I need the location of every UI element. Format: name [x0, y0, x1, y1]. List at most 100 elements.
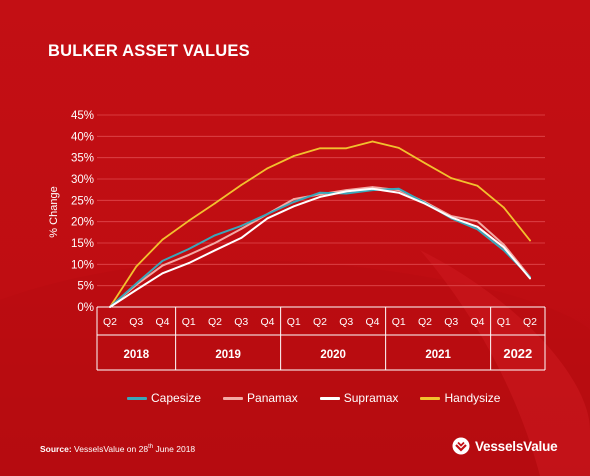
- x-tick-label: Q1: [182, 316, 196, 328]
- data-point-handysize: [371, 140, 374, 143]
- data-point-handysize: [319, 147, 321, 150]
- y-tick-label: 30%: [71, 174, 94, 186]
- legend-swatch-capesize: [127, 396, 147, 400]
- x-tick-label: Q1: [392, 316, 406, 328]
- series-line-supramax: [109, 187, 531, 308]
- data-point-capesize: [319, 191, 321, 194]
- data-point-capesize: [135, 282, 138, 285]
- x-tick-label: Q1: [497, 316, 511, 328]
- data-point-panamax: [292, 198, 295, 200]
- data-point-supramax: [161, 272, 164, 275]
- data-point-capesize: [240, 225, 243, 227]
- x-tick-label: Q2: [418, 316, 432, 328]
- x-tick-label: Q2: [523, 316, 537, 328]
- source-label: Source:: [40, 444, 72, 454]
- vesselsvalue-logo-icon: [452, 437, 470, 455]
- year-label: 2022: [503, 346, 532, 361]
- x-tick-label: Q4: [155, 316, 169, 328]
- data-point-supramax: [371, 187, 374, 190]
- data-point-handysize: [240, 184, 243, 186]
- y-tick-label: 5%: [77, 281, 94, 293]
- data-point-panamax: [371, 186, 374, 189]
- data-point-handysize: [529, 239, 531, 242]
- data-point-supramax: [319, 196, 321, 198]
- data-point-capesize: [345, 192, 348, 195]
- data-point-capesize: [502, 249, 505, 252]
- data-point-handysize: [476, 184, 479, 187]
- data-point-handysize: [345, 147, 348, 150]
- y-tick-label: 0%: [77, 302, 94, 314]
- legend-swatch-supramax: [319, 396, 340, 400]
- data-point-capesize: [266, 213, 269, 215]
- x-tick-label: Q1: [287, 316, 301, 328]
- data-point-panamax: [502, 243, 505, 246]
- legend: Capesize Panamax Supramax Handysize: [127, 391, 522, 405]
- data-point-handysize: [397, 146, 400, 149]
- source-superscript: th: [148, 444, 154, 451]
- y-tick-label: 20%: [71, 217, 94, 229]
- data-point-handysize: [266, 167, 269, 170]
- data-point-supramax: [109, 306, 111, 308]
- legend-swatch-panamax: [223, 396, 244, 400]
- data-point-capesize: [292, 201, 295, 203]
- data-point-supramax: [266, 217, 269, 220]
- data-point-handysize: [161, 238, 164, 241]
- year-label: 2018: [124, 349, 150, 361]
- data-point-capesize: [161, 260, 164, 262]
- brand: VesselsValue: [452, 437, 558, 455]
- x-tick-label: Q3: [444, 316, 458, 328]
- data-point-supramax: [292, 205, 295, 208]
- data-point-supramax: [476, 225, 479, 228]
- source-text: VesselsValue on 28: [74, 444, 149, 454]
- legend-label-handysize: Handysize: [444, 391, 501, 405]
- data-point-supramax: [240, 236, 243, 239]
- data-point-panamax: [187, 254, 190, 256]
- data-point-handysize: [502, 206, 505, 209]
- x-tick-label: Q4: [365, 316, 379, 328]
- year-label: 2020: [320, 349, 346, 361]
- data-point-handysize: [424, 162, 426, 165]
- data-point-supramax: [214, 249, 216, 252]
- data-point-capesize: [476, 228, 479, 231]
- source-date: June 2018: [153, 444, 196, 454]
- brand-name: VesselsValue: [475, 438, 558, 454]
- x-tick-label: Q2: [103, 316, 117, 328]
- data-point-handysize: [214, 202, 216, 205]
- data-point-supramax: [502, 246, 505, 249]
- data-point-handysize: [187, 219, 190, 222]
- data-point-supramax: [135, 289, 138, 291]
- data-point-panamax: [240, 228, 243, 230]
- data-point-capesize: [397, 187, 400, 190]
- data-point-supramax: [450, 216, 453, 219]
- legend-label-supramax: Supramax: [343, 391, 399, 405]
- x-tick-label: Q3: [339, 316, 353, 328]
- x-tick-label: Q4: [470, 316, 484, 328]
- data-point-handysize: [292, 155, 295, 157]
- data-point-handysize: [450, 177, 453, 180]
- legend-item-panamax: Panamax: [223, 391, 298, 405]
- year-label: 2021: [425, 349, 451, 361]
- data-point-handysize: [135, 265, 138, 268]
- y-tick-label: 15%: [71, 238, 94, 250]
- data-point-capesize: [187, 248, 190, 250]
- data-point-supramax: [424, 202, 426, 205]
- x-tick-label: Q2: [313, 316, 327, 328]
- y-tick-label: 10%: [71, 259, 94, 271]
- legend-swatch-handysize: [420, 396, 441, 400]
- x-tick-label: Q3: [234, 316, 248, 328]
- y-tick-label: 45%: [71, 110, 94, 122]
- data-point-supramax: [529, 277, 531, 280]
- data-point-panamax: [476, 220, 479, 223]
- legend-item-handysize: Handysize: [420, 391, 500, 405]
- y-tick-label: 25%: [71, 195, 94, 207]
- series-line-capesize: [109, 187, 531, 308]
- y-tick-label: 40%: [71, 131, 94, 143]
- data-point-supramax: [187, 262, 190, 264]
- x-tick-label: Q2: [208, 316, 222, 328]
- source-note: Source: VesselsValue on 28th June 2018: [40, 444, 195, 454]
- legend-item-supramax: Supramax: [319, 391, 399, 405]
- data-point-supramax: [345, 190, 348, 193]
- x-tick-label: Q4: [260, 316, 274, 328]
- data-point-panamax: [214, 242, 216, 244]
